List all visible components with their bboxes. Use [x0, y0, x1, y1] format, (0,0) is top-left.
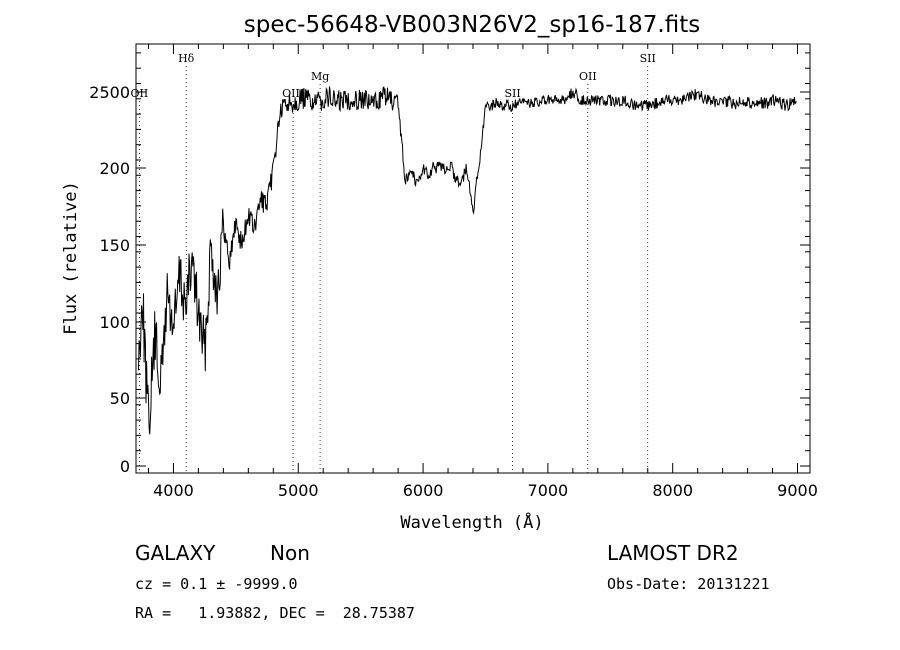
axis-ticks: [136, 44, 810, 473]
y-tick-label: 2500: [89, 83, 130, 102]
spectral-line-label: Hδ: [178, 52, 195, 65]
chart-title: spec-56648-VB003N26V2_sp16-187.fits: [244, 12, 700, 38]
x-tick-label: 5000: [278, 481, 319, 500]
spectral-line-label: OII: [131, 87, 149, 100]
y-tick-label: 100: [99, 313, 130, 332]
object-class: GALAXY: [135, 541, 216, 565]
spectral-line-label: SII: [640, 52, 656, 65]
y-tick-labels: 0 50 100 150 200 2500: [89, 83, 130, 476]
y-tick-label: 50: [110, 389, 130, 408]
x-tick-label: 6000: [403, 481, 444, 500]
redshift-line: cz = 0.1 ± -9999.0: [135, 575, 298, 593]
x-tick-labels: 4000 5000 6000 7000 8000 9000: [153, 481, 818, 500]
y-tick-label: 0: [120, 457, 130, 476]
spectral-line-label: SII: [504, 87, 520, 100]
observation-date: Obs-Date: 20131221: [607, 575, 770, 593]
spectrum-line: [138, 86, 797, 435]
object-subclass: Non: [270, 541, 310, 565]
spectral-line-label: Mg: [311, 70, 329, 83]
x-tick-label: 4000: [153, 481, 194, 500]
coordinates-line: RA = 1.93882, DEC = 28.75387: [135, 604, 415, 622]
x-tick-label: 9000: [777, 481, 818, 500]
survey-name: LAMOST DR2: [607, 541, 739, 565]
y-tick-label: 150: [99, 236, 130, 255]
spectral-line-label: OII: [579, 70, 597, 83]
x-tick-label: 7000: [528, 481, 569, 500]
x-axis-title: Wavelength (Å): [400, 511, 543, 533]
spectral-line-label: OIII: [282, 87, 304, 100]
spectral-line-markers: OII Hδ OIII Mg SII OII SII: [131, 52, 656, 473]
plot-frame: [135, 43, 811, 474]
x-tick-label: 8000: [652, 481, 693, 500]
y-axis-title: Flux (relative): [61, 181, 81, 335]
y-tick-label: 200: [99, 159, 130, 178]
